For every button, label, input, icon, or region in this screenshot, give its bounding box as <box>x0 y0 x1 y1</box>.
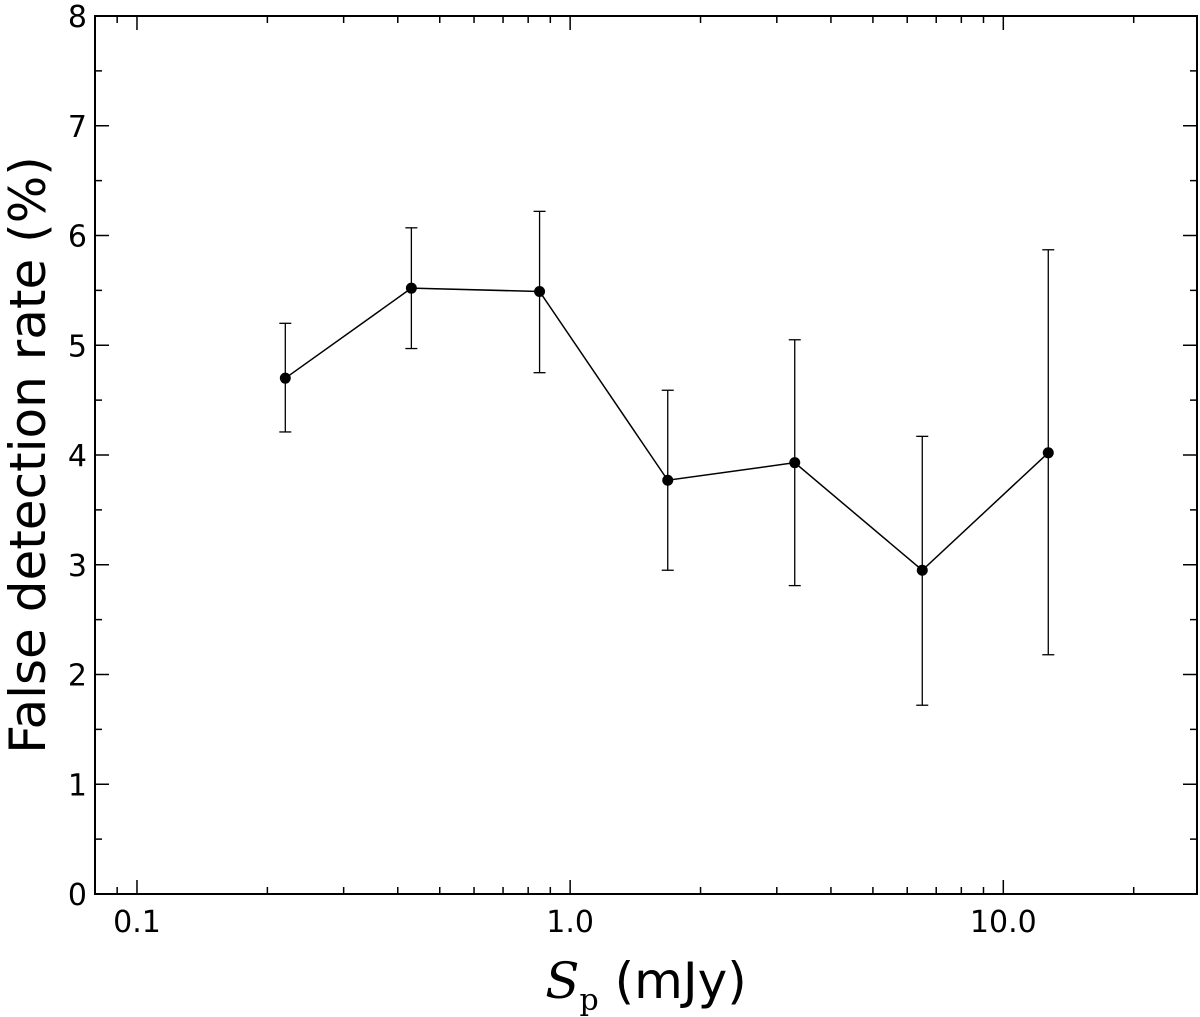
data-point <box>916 564 928 576</box>
plot-area <box>94 15 1198 895</box>
data-series <box>279 210 1055 706</box>
y-tick-label: 2 <box>68 659 87 694</box>
data-point <box>534 285 546 297</box>
y-tick-label: 1 <box>68 768 87 803</box>
x-axis-label: Sp (mJy) <box>545 952 746 1017</box>
series-line <box>284 287 1049 572</box>
plot-frame <box>94 15 1198 895</box>
y-tick-label: 3 <box>68 549 87 584</box>
y-tick-label: 5 <box>68 329 87 364</box>
x-tick-label: 1.0 <box>546 905 594 940</box>
tick-labels: 0 1 2 3 4 5 6 7 8 0.1 1.0 10.0 <box>68 0 1037 940</box>
axis-ticks <box>94 15 1197 895</box>
y-tick-label: 6 <box>68 220 87 255</box>
data-point <box>662 474 674 486</box>
x-tick-label: 0.1 <box>113 905 161 940</box>
y-tick-label: 7 <box>68 110 87 145</box>
data-point <box>279 372 291 384</box>
y-tick-label: 4 <box>68 439 87 474</box>
data-point <box>405 282 417 294</box>
y-tick-label: 0 <box>68 878 87 913</box>
data-point <box>789 457 801 469</box>
x-tick-label: 10.0 <box>970 905 1037 940</box>
y-tick-label: 8 <box>68 0 87 35</box>
y-axis-label: False detection rate (%) <box>0 156 57 753</box>
data-point <box>1042 447 1054 459</box>
